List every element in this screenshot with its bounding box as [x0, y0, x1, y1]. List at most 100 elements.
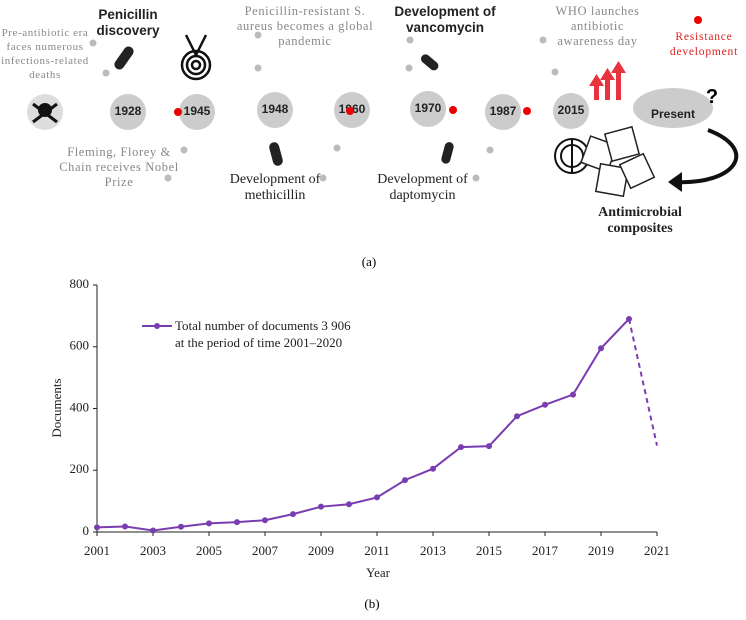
- data-point: [94, 524, 100, 531]
- data-point: [206, 520, 212, 527]
- pill-icon: [441, 142, 454, 164]
- data-point: [542, 401, 548, 408]
- year-label: 1987: [490, 104, 517, 118]
- year-label: 1970: [415, 101, 442, 115]
- resistance-dot: [523, 107, 531, 115]
- dot: [319, 174, 327, 182]
- annotation: Pre-antibiotic era faces numerous infect…: [1, 27, 89, 81]
- data-point: [318, 503, 324, 510]
- data-point: [570, 391, 576, 398]
- year-node: [553, 93, 589, 129]
- x-tick-label: 2011: [364, 543, 390, 558]
- dot: [254, 31, 262, 39]
- year-node: [485, 94, 521, 130]
- curved-arrow: [674, 128, 739, 185]
- x-tick-label: 2021: [644, 543, 670, 558]
- annotation: Development of daptomycin: [377, 172, 468, 203]
- dot: [405, 64, 413, 72]
- x-tick-label: 2007: [252, 543, 279, 558]
- series-line: [96, 318, 630, 532]
- data-point: [430, 465, 436, 472]
- annotation: Antimicrobial composites: [598, 205, 682, 236]
- arrow-head: [668, 172, 682, 192]
- puzzle-icon: [580, 125, 656, 198]
- resistance-dot: [449, 106, 457, 114]
- data-point: [178, 523, 184, 530]
- x-tick-label: 2019: [588, 543, 614, 558]
- pill-icon: [420, 54, 439, 71]
- resistance-dot: [174, 108, 182, 116]
- data-point: [598, 345, 604, 352]
- year-label: 1948: [262, 102, 289, 116]
- data-point: [234, 519, 240, 526]
- year-node: [110, 94, 146, 130]
- x-tick-label: 2001: [84, 543, 110, 558]
- legend-text: Total number of documents 3 906 at the p…: [175, 318, 351, 350]
- medal-icon: [180, 34, 212, 81]
- data-point: [150, 527, 156, 534]
- y-tick-label: 800: [70, 276, 90, 291]
- data-point: [458, 444, 464, 451]
- x-tick-label: 2017: [532, 543, 559, 558]
- rise-arrows: [589, 61, 626, 100]
- y-axis-title: Documents: [49, 378, 64, 437]
- annotation: Development of vancomycin: [394, 4, 496, 35]
- annotation: Fleming, Florey & Chain receives Nobel P…: [59, 145, 179, 189]
- present-node: [633, 88, 713, 128]
- data-point: [374, 494, 380, 501]
- annotation: Penicillin discovery: [96, 7, 160, 38]
- y-tick-label: 400: [70, 399, 90, 414]
- pill-icon: [269, 142, 283, 166]
- y-tick-label: 200: [70, 461, 90, 476]
- skull-icon: [32, 102, 58, 124]
- x-tick-label: 2015: [476, 543, 502, 558]
- year-node: [179, 94, 215, 130]
- data-point: [262, 517, 268, 524]
- dot: [551, 68, 559, 76]
- caption: (b): [364, 596, 380, 611]
- resistance-dot: [346, 107, 354, 115]
- dot: [102, 69, 110, 77]
- x-tick-label: 2003: [140, 543, 166, 558]
- dot: [89, 39, 97, 47]
- data-point: [486, 443, 492, 450]
- legend-text: Resistance development: [669, 31, 739, 58]
- dot: [406, 36, 414, 44]
- data-point: [290, 511, 296, 518]
- dot: [333, 144, 341, 152]
- data-point: [346, 501, 352, 508]
- series-line: [628, 318, 658, 446]
- dot: [539, 36, 547, 44]
- question-mark: ?: [705, 86, 719, 108]
- annotation: WHO launches antibiotic awareness day: [555, 4, 640, 48]
- year-node: [257, 92, 293, 128]
- year-label: 2015: [558, 103, 585, 117]
- annotation: Penicillin-resistant S. aureus becomes a…: [236, 4, 374, 48]
- year-label: Present: [651, 107, 695, 121]
- pill-icon: [114, 46, 134, 70]
- dot: [254, 64, 262, 72]
- year-label: 1945: [184, 104, 211, 118]
- annotation: Development of methicillin: [229, 172, 321, 203]
- data-point: [514, 413, 520, 420]
- data-point: [122, 523, 128, 530]
- year-node: [410, 91, 446, 127]
- dot: [180, 146, 188, 154]
- caption: (a): [361, 254, 377, 269]
- timeline: 1928194519481960197019872015Present: [27, 16, 739, 198]
- x-tick-label: 2013: [420, 543, 446, 558]
- x-tick-label: 2009: [308, 543, 334, 558]
- dot: [164, 174, 172, 182]
- data-point: [402, 477, 408, 484]
- legend-dot: [694, 16, 702, 24]
- year-label: 1928: [115, 104, 142, 118]
- x-axis-title: Year: [366, 565, 391, 580]
- legend-marker: [154, 323, 160, 329]
- dot: [472, 174, 480, 182]
- dot: [486, 146, 494, 154]
- x-tick-label: 2005: [196, 543, 222, 558]
- y-tick-label: 600: [70, 338, 90, 353]
- y-tick-label: 0: [83, 523, 90, 538]
